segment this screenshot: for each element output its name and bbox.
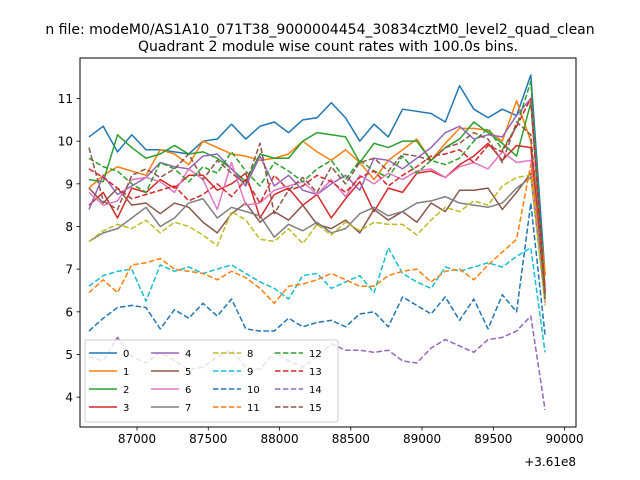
legend-label: 15	[309, 403, 322, 414]
legend-label: 14	[309, 385, 322, 396]
plot-frame	[79, 57, 577, 428]
y-axis: 4 5 6 7 8 9 10 11	[58, 92, 80, 405]
legend-item: 1	[89, 367, 129, 378]
legend-item: 8	[213, 349, 253, 360]
x-tick-label: 89500	[474, 432, 512, 446]
legend-label: 9	[247, 367, 253, 378]
legend-item: 10	[213, 385, 260, 396]
legend-label: 4	[185, 349, 191, 360]
x-tick-label: 88000	[260, 432, 298, 446]
legend-item: 6	[151, 385, 191, 396]
legend-label: 6	[185, 385, 191, 396]
series-line-2	[88, 102, 546, 291]
legend-item: 3	[89, 403, 129, 414]
figure-suptitle: n file: modeM0/AS1A10_071T38_9000004454_…	[45, 22, 594, 38]
series-line-10	[88, 202, 546, 336]
x-tick-label: 87500	[189, 432, 227, 446]
y-tick-label: 10	[58, 135, 73, 149]
legend-item: 12	[275, 349, 322, 360]
series-line-11	[88, 163, 546, 305]
series-line-6	[88, 151, 546, 304]
legend-label: 8	[247, 349, 253, 360]
legend-label: 5	[185, 367, 191, 378]
y-tick-label: 8	[65, 220, 73, 234]
y-tick-label: 4	[65, 391, 73, 405]
legend-label: 1	[123, 367, 129, 378]
legend-item: 9	[213, 367, 253, 378]
x-tick-label: 87000	[118, 432, 156, 446]
y-tick-label: 6	[65, 305, 73, 319]
series-line-13	[88, 97, 546, 293]
legend-item: 14	[275, 385, 322, 396]
legend-label: 2	[123, 385, 129, 396]
series-line-12	[88, 80, 546, 295]
y-tick-label: 11	[58, 92, 73, 106]
x-tick-label: 88500	[332, 432, 370, 446]
legend-item: 7	[151, 403, 191, 414]
legend-label: 3	[123, 403, 129, 414]
x-axis: 87000 87500 88000 88500 89000 89500 90000	[118, 427, 584, 446]
x-tick-label: 90000	[546, 432, 584, 446]
series-line-8	[88, 174, 546, 306]
legend-item: 2	[89, 385, 129, 396]
legend-item: 13	[275, 367, 322, 378]
legend-label: 7	[185, 403, 191, 414]
series-line-4	[88, 97, 546, 295]
y-tick-label: 5	[65, 348, 73, 362]
legend-label: 12	[309, 349, 322, 360]
legend-item: 5	[151, 367, 191, 378]
chart-title: Quadrant 2 module wise count rates with …	[138, 39, 518, 55]
legend-item: 11	[213, 403, 260, 414]
y-tick-label: 7	[65, 263, 73, 277]
legend-label: 13	[309, 367, 322, 378]
legend-label: 10	[247, 385, 260, 396]
x-tick-label: 89000	[403, 432, 441, 446]
x-axis-offset-text: +3.61e8	[524, 455, 576, 469]
series-line-9	[88, 247, 546, 353]
legend-label: 11	[247, 403, 260, 414]
series-line-15	[88, 121, 546, 300]
legend-item: 0	[89, 349, 129, 360]
series-line-1	[88, 99, 546, 274]
legend-item: 4	[151, 349, 191, 360]
legend-label: 0	[123, 349, 129, 360]
legend-box	[84, 339, 339, 423]
series-line-5	[88, 172, 546, 297]
legend-item: 15	[275, 403, 322, 414]
y-tick-label: 9	[65, 177, 73, 191]
